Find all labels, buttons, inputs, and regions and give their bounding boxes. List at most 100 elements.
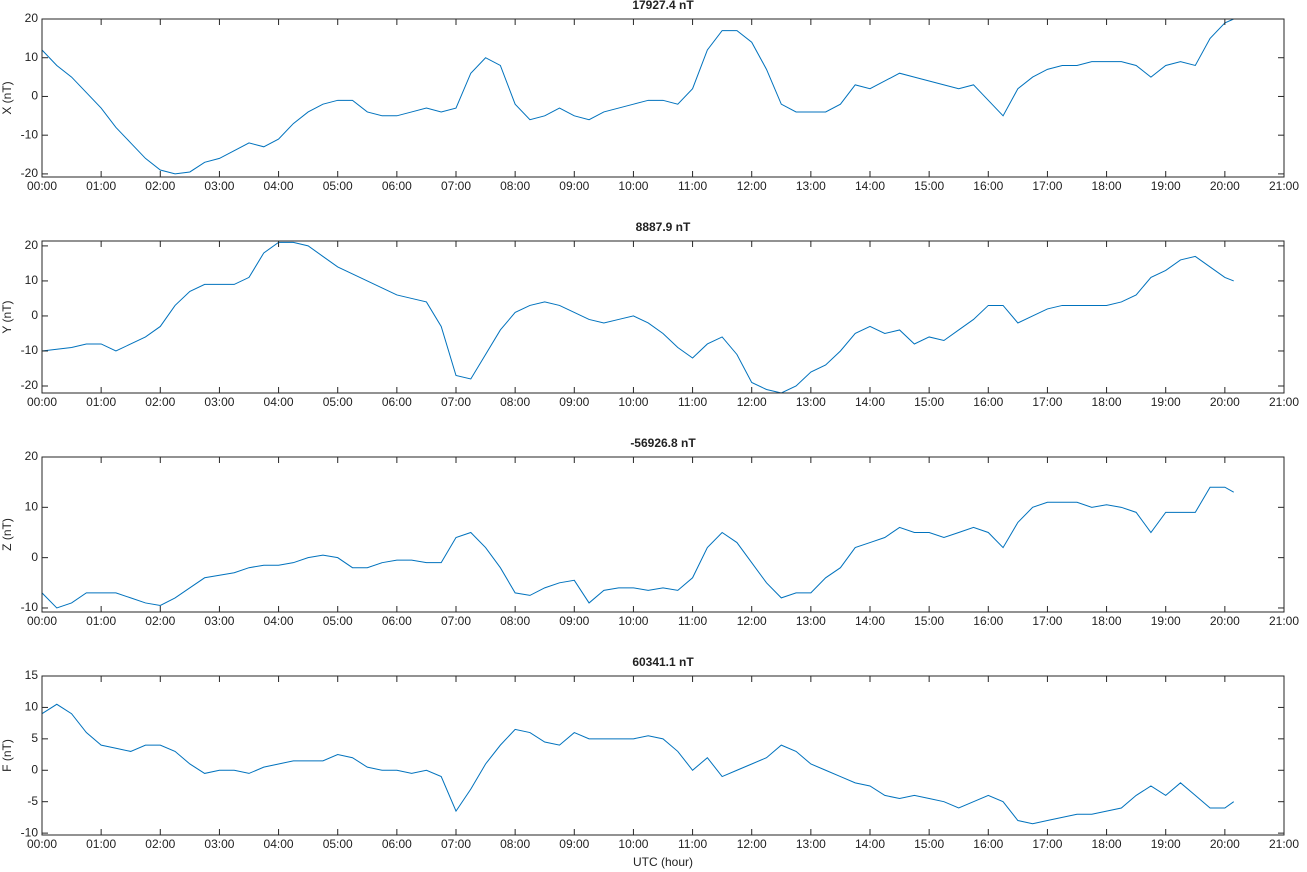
x-tick-label: 10:00 bbox=[618, 614, 648, 628]
x-tick-label: 06:00 bbox=[382, 837, 412, 851]
plot-area bbox=[42, 19, 1284, 177]
x-tick-label: 11:00 bbox=[678, 614, 707, 628]
x-tick-label: 11:00 bbox=[678, 395, 707, 409]
x-tick-label: 01:00 bbox=[86, 614, 116, 628]
data-line bbox=[41, 18, 1234, 175]
x-tick-label: 21:00 bbox=[1269, 395, 1299, 409]
y-tick-label: 0 bbox=[31, 308, 38, 322]
x-tick-label: 11:00 bbox=[678, 179, 707, 193]
y-axis-label: Y (nT) bbox=[0, 300, 14, 333]
x-tick-label: 02:00 bbox=[145, 837, 175, 851]
x-tick-label: 08:00 bbox=[500, 614, 530, 628]
x-tick-label: 04:00 bbox=[264, 395, 294, 409]
x-tick-label: 09:00 bbox=[559, 395, 589, 409]
x-tick-label: 03:00 bbox=[204, 837, 234, 851]
x-tick-label: 17:00 bbox=[1032, 395, 1062, 409]
x-tick-label: 19:00 bbox=[1151, 614, 1181, 628]
y-axis-label: X (nT) bbox=[0, 81, 14, 114]
x-tick-label: 02:00 bbox=[145, 395, 175, 409]
x-tick-label: 16:00 bbox=[973, 395, 1003, 409]
y-tick-label: -10 bbox=[21, 127, 39, 141]
x-tick-label: 06:00 bbox=[382, 614, 412, 628]
x-tick-label: 07:00 bbox=[441, 614, 471, 628]
y-tick-label: 20 bbox=[25, 449, 39, 463]
x-tick-label: 21:00 bbox=[1269, 179, 1299, 193]
x-tick-label: 02:00 bbox=[145, 179, 175, 193]
x-axis-label: UTC (hour) bbox=[633, 855, 693, 869]
chart-title: 17927.4 nT bbox=[632, 0, 694, 12]
x-tick-label: 01:00 bbox=[86, 179, 116, 193]
x-tick-label: 05:00 bbox=[323, 837, 353, 851]
x-tick-label: 05:00 bbox=[323, 179, 353, 193]
x-tick-label: 09:00 bbox=[559, 179, 589, 193]
y-axis-label: F (nT) bbox=[0, 739, 14, 772]
y-tick-label: -20 bbox=[21, 378, 39, 392]
x-tick-label: 06:00 bbox=[382, 179, 412, 193]
y-tick-label: -5 bbox=[27, 794, 38, 808]
x-tick-label: 15:00 bbox=[914, 179, 944, 193]
x-tick-label: 07:00 bbox=[441, 395, 471, 409]
x-tick-label: 13:00 bbox=[796, 179, 826, 193]
x-tick-label: 05:00 bbox=[323, 614, 353, 628]
x-tick-label: 00:00 bbox=[27, 837, 57, 851]
x-tick-label: 14:00 bbox=[855, 614, 885, 628]
x-tick-label: 16:00 bbox=[973, 614, 1003, 628]
x-tick-label: 04:00 bbox=[264, 837, 294, 851]
x-tick-label: 12:00 bbox=[737, 837, 767, 851]
y-tick-label: 10 bbox=[25, 50, 39, 64]
x-tick-label: 16:00 bbox=[973, 837, 1003, 851]
axes-box bbox=[41, 240, 1285, 394]
chart-title: 8887.9 nT bbox=[636, 220, 691, 234]
x-tick-label: 21:00 bbox=[1269, 614, 1299, 628]
x-tick-label: 20:00 bbox=[1210, 395, 1240, 409]
y-tick-label: 0 bbox=[31, 762, 38, 776]
x-tick-label: 16:00 bbox=[973, 179, 1003, 193]
x-tick-label: 03:00 bbox=[204, 614, 234, 628]
y-tick-label: -10 bbox=[21, 600, 39, 614]
plot-area bbox=[42, 457, 1284, 612]
x-tick-label: 13:00 bbox=[796, 837, 826, 851]
x-tick-label: 00:00 bbox=[27, 614, 57, 628]
y-tick-label: 20 bbox=[25, 238, 39, 252]
x-tick-label: 04:00 bbox=[264, 614, 294, 628]
y-tick-label: 15 bbox=[25, 668, 39, 682]
data-line bbox=[41, 486, 1234, 609]
x-tick-label: 18:00 bbox=[1092, 614, 1122, 628]
x-tick-label: 14:00 bbox=[855, 179, 885, 193]
x-tick-label: 15:00 bbox=[914, 395, 944, 409]
chart-title: 60341.1 nT bbox=[632, 655, 694, 669]
plot-area bbox=[42, 676, 1284, 835]
x-tick-label: 08:00 bbox=[500, 395, 530, 409]
x-tick-label: 13:00 bbox=[796, 395, 826, 409]
x-tick-label: 08:00 bbox=[500, 179, 530, 193]
y-tick-label: 5 bbox=[31, 731, 38, 745]
x-tick-label: 09:00 bbox=[559, 614, 589, 628]
x-tick-label: 05:00 bbox=[323, 395, 353, 409]
x-tick-label: 04:00 bbox=[264, 179, 294, 193]
x-tick-label: 07:00 bbox=[441, 179, 471, 193]
x-tick-label: 18:00 bbox=[1092, 395, 1122, 409]
x-tick-label: 01:00 bbox=[86, 395, 116, 409]
y-tick-label: -10 bbox=[21, 825, 39, 839]
x-tick-label: 15:00 bbox=[914, 837, 944, 851]
x-tick-label: 13:00 bbox=[796, 614, 826, 628]
x-tick-label: 12:00 bbox=[737, 395, 767, 409]
x-tick-label: 19:00 bbox=[1151, 837, 1181, 851]
x-tick-label: 20:00 bbox=[1210, 837, 1240, 851]
data-line bbox=[41, 241, 1234, 394]
axes-box bbox=[41, 18, 1285, 178]
x-tick-label: 21:00 bbox=[1269, 837, 1299, 851]
y-tick-label: 0 bbox=[31, 89, 38, 103]
y-tick-label: 10 bbox=[25, 700, 39, 714]
x-tick-label: 12:00 bbox=[737, 614, 767, 628]
x-tick-label: 00:00 bbox=[27, 179, 57, 193]
axes-box bbox=[41, 456, 1285, 613]
x-tick-label: 14:00 bbox=[855, 395, 885, 409]
x-tick-label: 14:00 bbox=[855, 837, 885, 851]
x-tick-label: 17:00 bbox=[1032, 614, 1062, 628]
x-tick-label: 10:00 bbox=[618, 179, 648, 193]
x-tick-label: 17:00 bbox=[1032, 837, 1062, 851]
x-tick-label: 03:00 bbox=[204, 395, 234, 409]
data-line bbox=[41, 703, 1235, 825]
y-tick-label: 10 bbox=[25, 273, 39, 287]
